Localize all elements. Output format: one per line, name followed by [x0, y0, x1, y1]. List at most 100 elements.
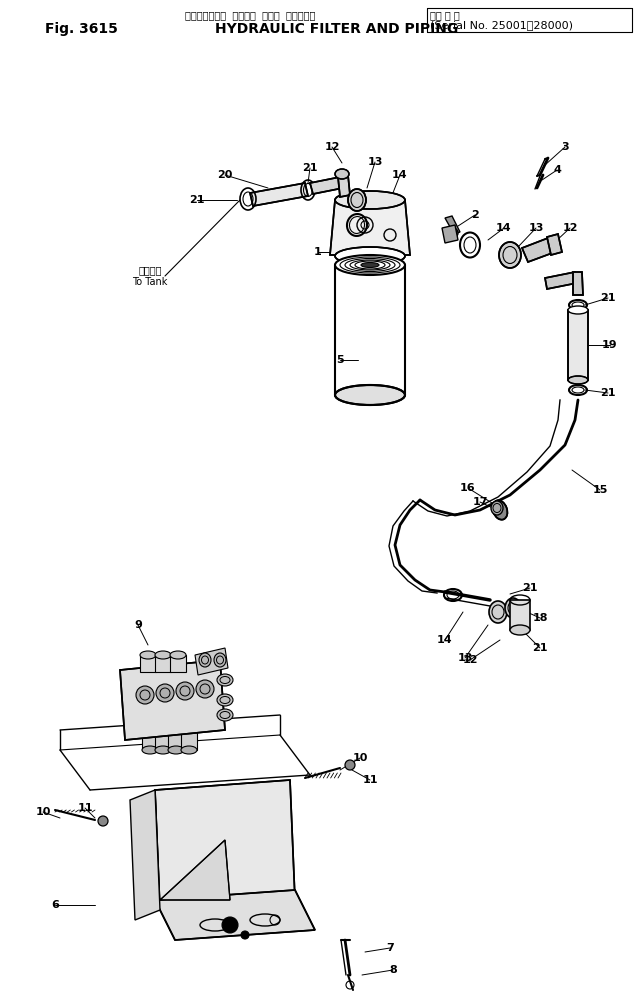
Polygon shape [445, 216, 460, 234]
Text: 13: 13 [457, 653, 473, 663]
Ellipse shape [170, 651, 186, 659]
Polygon shape [140, 655, 156, 672]
Ellipse shape [489, 601, 507, 623]
Ellipse shape [214, 653, 226, 667]
Text: 12: 12 [324, 142, 340, 152]
Polygon shape [195, 648, 228, 675]
Ellipse shape [155, 651, 171, 659]
Text: 10: 10 [352, 753, 368, 763]
Bar [510, 600, 530, 630]
Ellipse shape [168, 746, 184, 754]
Ellipse shape [361, 262, 379, 267]
Polygon shape [155, 720, 171, 750]
Text: 15: 15 [592, 485, 608, 495]
Text: 21: 21 [302, 163, 318, 173]
Polygon shape [310, 177, 343, 194]
Circle shape [196, 680, 214, 698]
Ellipse shape [348, 190, 366, 211]
Ellipse shape [217, 709, 233, 721]
Text: 11: 11 [77, 803, 93, 813]
Ellipse shape [199, 653, 211, 667]
Text: 1: 1 [314, 247, 322, 257]
Text: 14: 14 [392, 170, 408, 180]
Text: 3: 3 [561, 142, 569, 152]
Polygon shape [250, 183, 308, 206]
Text: 18: 18 [533, 613, 548, 623]
Circle shape [448, 228, 458, 238]
Polygon shape [160, 840, 230, 900]
Polygon shape [155, 655, 171, 672]
Ellipse shape [140, 651, 156, 659]
Ellipse shape [491, 501, 503, 515]
Text: 6: 6 [51, 900, 59, 910]
Polygon shape [120, 660, 225, 740]
Text: 21: 21 [189, 195, 204, 205]
Circle shape [345, 760, 355, 770]
Polygon shape [573, 272, 583, 295]
Text: 12: 12 [462, 655, 478, 665]
Text: 11: 11 [362, 775, 378, 785]
Text: 21: 21 [522, 583, 538, 593]
Polygon shape [142, 720, 158, 750]
Text: 適用 考 機: 適用 考 機 [430, 10, 460, 20]
Text: 16: 16 [460, 483, 476, 493]
Ellipse shape [155, 716, 171, 724]
Text: 7: 7 [386, 943, 394, 953]
Ellipse shape [217, 694, 233, 706]
Text: Fig. 3615: Fig. 3615 [45, 22, 118, 36]
Polygon shape [168, 720, 184, 750]
Text: 5: 5 [336, 355, 344, 365]
Text: 13: 13 [368, 157, 383, 167]
Ellipse shape [505, 598, 521, 618]
Text: 21: 21 [600, 293, 616, 303]
Text: To Tank: To Tank [132, 277, 168, 287]
Text: 2: 2 [471, 210, 479, 220]
Text: 8: 8 [389, 965, 397, 975]
Bar [568, 310, 588, 380]
Polygon shape [522, 238, 555, 262]
Ellipse shape [335, 169, 349, 179]
Circle shape [241, 931, 249, 939]
Text: 14: 14 [437, 635, 453, 645]
Circle shape [222, 917, 238, 933]
Ellipse shape [181, 716, 197, 724]
Text: 13: 13 [528, 223, 544, 233]
Polygon shape [442, 225, 458, 243]
Text: 12: 12 [562, 223, 578, 233]
Ellipse shape [335, 191, 405, 209]
Polygon shape [338, 175, 350, 197]
Text: 21: 21 [533, 643, 548, 653]
Polygon shape [130, 790, 160, 920]
Text: 4: 4 [553, 165, 561, 175]
Ellipse shape [142, 716, 158, 724]
Text: (Serial No. 25001～28000): (Serial No. 25001～28000) [430, 20, 573, 30]
Bar [568, 310, 588, 380]
Polygon shape [545, 272, 577, 289]
Circle shape [98, 816, 108, 826]
Text: HYDRAULIC FILTER AND PIPING: HYDRAULIC FILTER AND PIPING [215, 22, 458, 36]
Text: ハイドロリック  フィルタ  および  ハイピング: ハイドロリック フィルタ および ハイピング [185, 10, 315, 20]
Circle shape [176, 682, 194, 700]
Polygon shape [547, 234, 562, 255]
Text: 9: 9 [134, 620, 142, 630]
Ellipse shape [335, 255, 405, 275]
Ellipse shape [335, 247, 405, 265]
Text: 10: 10 [35, 807, 51, 817]
Ellipse shape [510, 625, 530, 635]
Text: 17: 17 [472, 497, 488, 507]
Ellipse shape [499, 242, 521, 268]
Ellipse shape [217, 674, 233, 686]
Text: 14: 14 [496, 223, 512, 233]
Ellipse shape [492, 500, 508, 520]
Ellipse shape [568, 376, 588, 384]
Ellipse shape [168, 716, 184, 724]
Polygon shape [181, 720, 197, 750]
Text: 20: 20 [217, 170, 233, 180]
Ellipse shape [335, 385, 405, 405]
Ellipse shape [142, 746, 158, 754]
Text: 19: 19 [602, 340, 618, 350]
Ellipse shape [181, 746, 197, 754]
Ellipse shape [155, 746, 171, 754]
Circle shape [136, 686, 154, 704]
Polygon shape [170, 655, 186, 672]
